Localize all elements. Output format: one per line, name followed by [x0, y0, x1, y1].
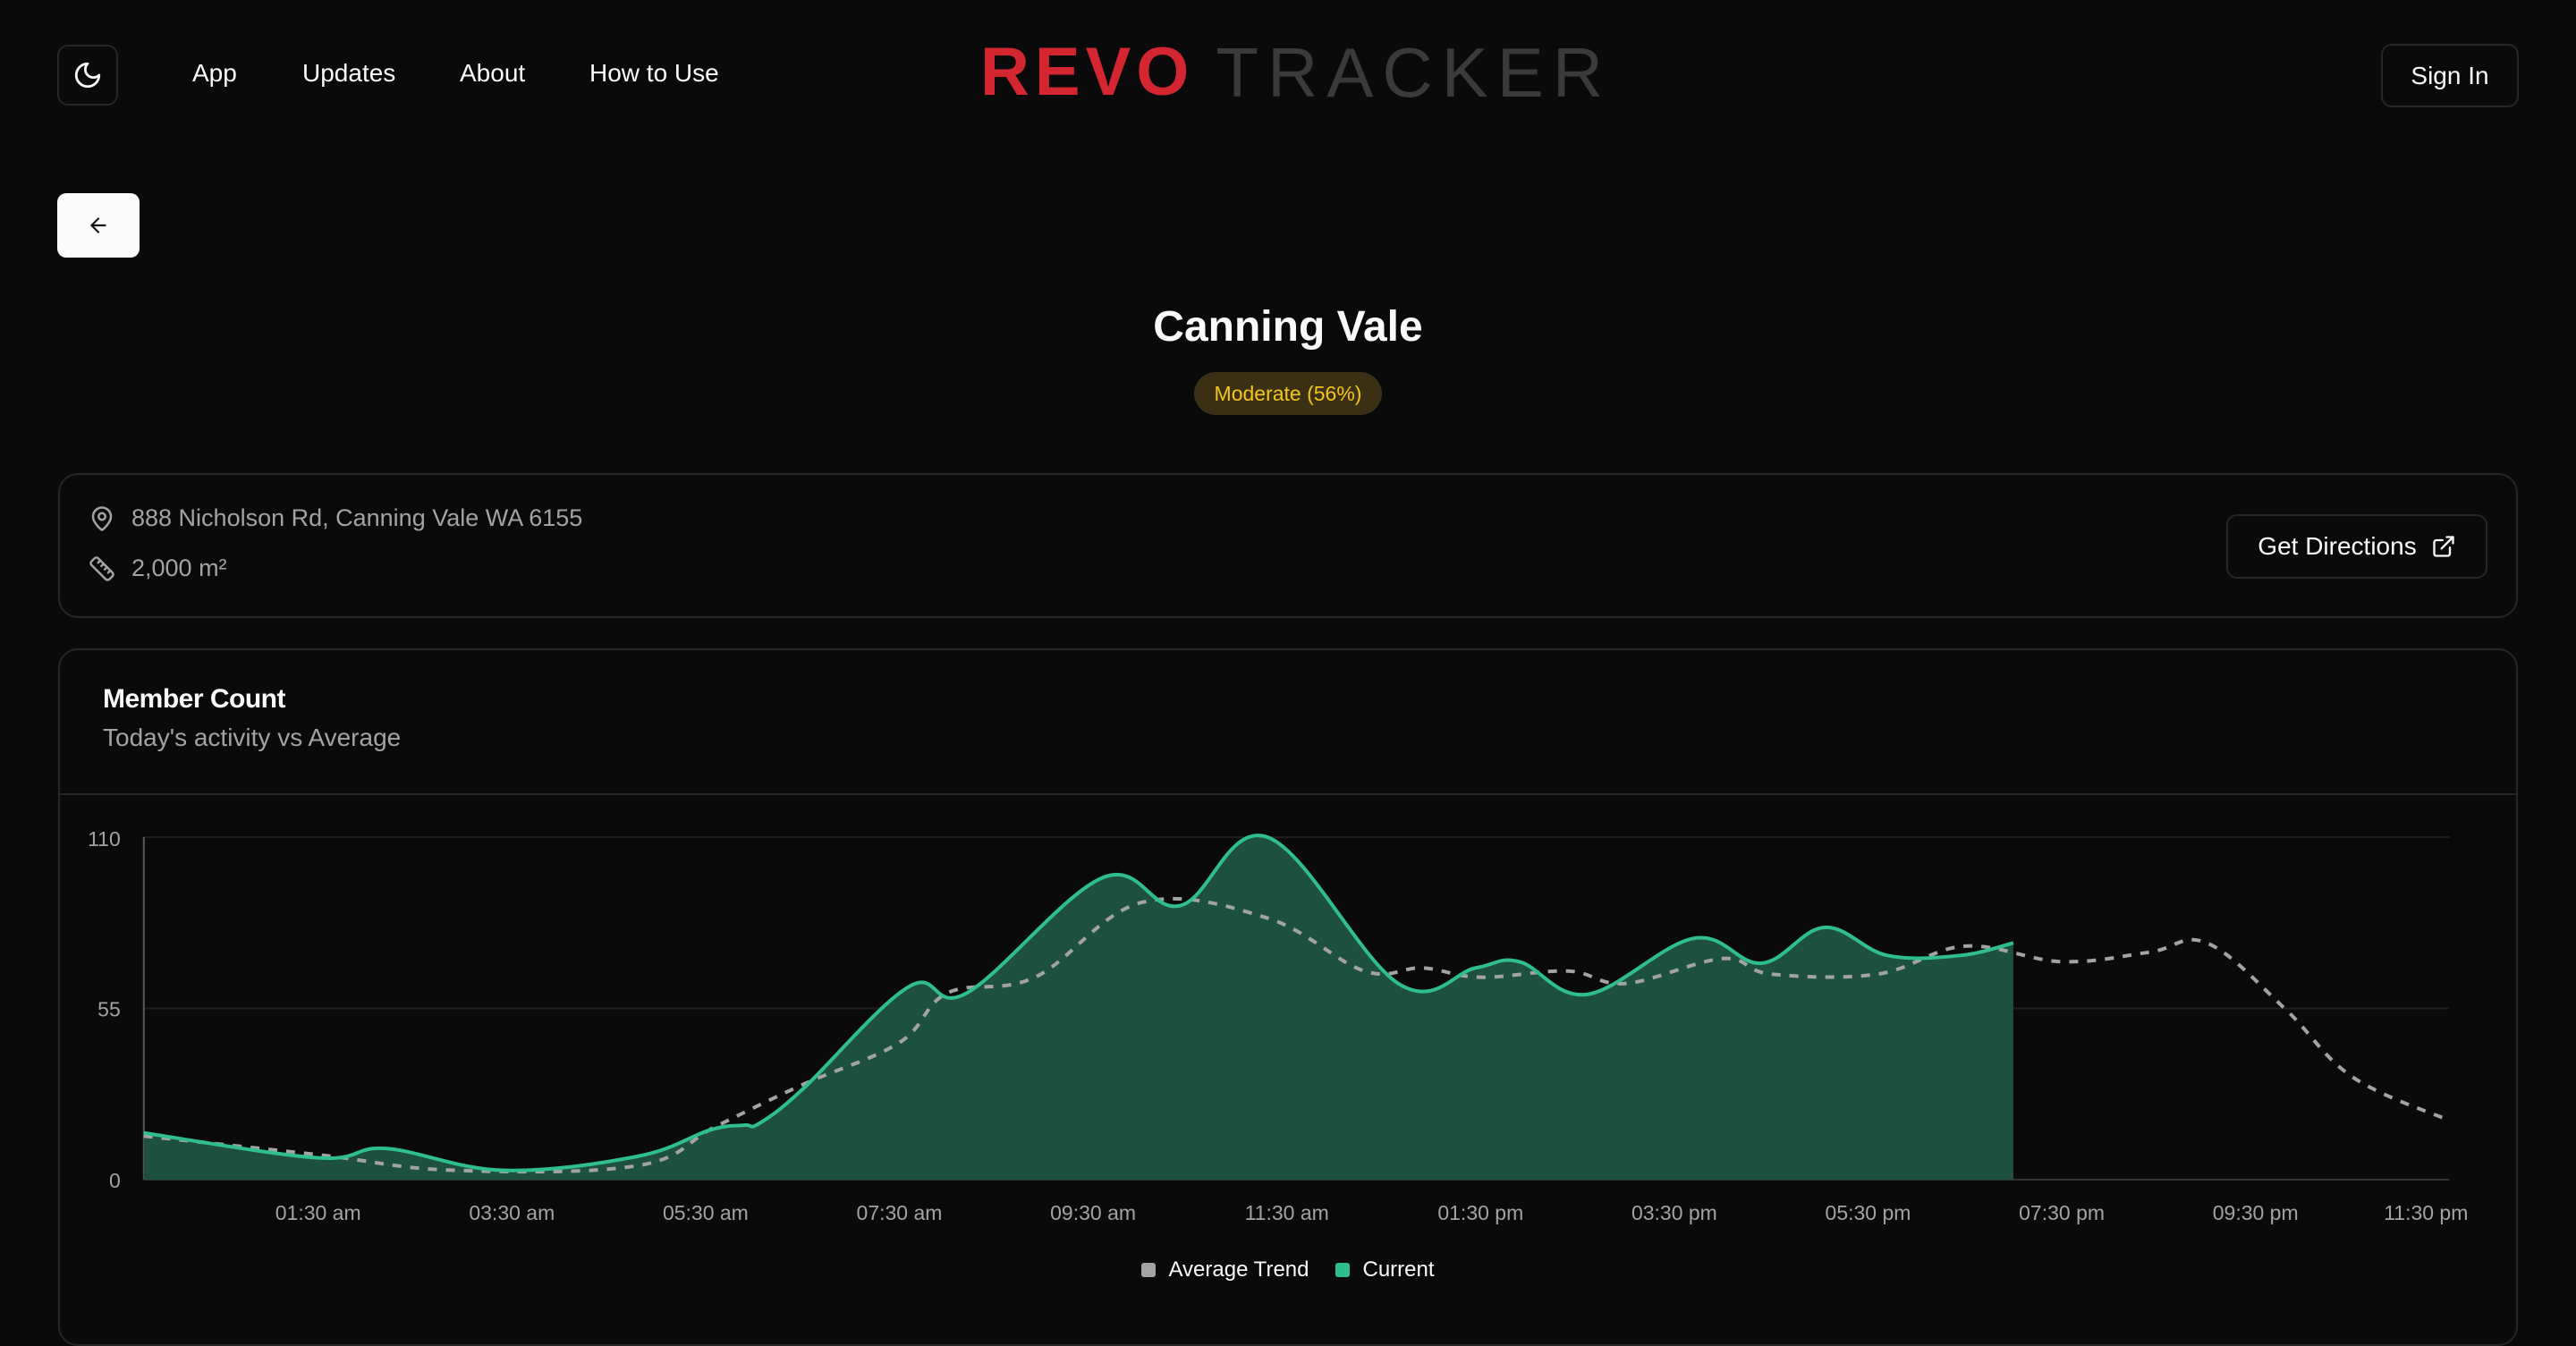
y-tick-label: 110 [88, 827, 121, 851]
legend-item-current[interactable]: Current [1335, 1257, 1435, 1283]
current-area-fill [143, 835, 2013, 1180]
gym-info-card: 888 Nicholson Rd, Canning Vale WA 6155 2… [58, 473, 2518, 618]
legend-swatch-average [1141, 1263, 1157, 1277]
x-tick-label: 03:30 am [469, 1201, 555, 1224]
external-link-icon [2431, 534, 2456, 559]
moon-icon [74, 62, 101, 89]
legend-label-average: Average Trend [1168, 1257, 1309, 1282]
gym-name-title: Canning Vale [1153, 303, 1423, 351]
average-trend-line [143, 896, 2451, 1174]
nav-link-updates[interactable]: Updates [302, 59, 396, 87]
x-tick-label: 01:30 am [275, 1201, 361, 1224]
address-text: 888 Nicholson Rd, Canning Vale WA 6155 [131, 504, 583, 531]
get-directions-label: Get Directions [2258, 532, 2417, 560]
nav-link-how-to-use[interactable]: How to Use [589, 59, 719, 87]
member-count-chart: 0 55 110 01:30 am 03:30 am 05:30 am 07:30 am 09… [88, 827, 2468, 1224]
nav-link-app[interactable]: App [192, 59, 237, 87]
size-row: 2,000 m² [89, 554, 227, 582]
status-badge-container: Moderate (56%) [0, 372, 2576, 415]
chart-card-header: Member Count Today's activity vs Average [60, 650, 2516, 795]
legend-label-current: Current [1362, 1257, 1435, 1282]
revo-tracker-logo[interactable]: REVO TRACKER [980, 33, 1613, 112]
y-tick-label: 55 [97, 998, 121, 1021]
logo-tracker-text: TRACKER [1216, 33, 1613, 112]
current-line [143, 834, 2014, 1172]
sign-in-button[interactable]: Sign In [2381, 44, 2519, 107]
status-badge: Moderate (56%) [1193, 372, 1383, 415]
nav-link-about[interactable]: About [460, 59, 526, 87]
x-tick-label: 07:30 pm [2019, 1201, 2105, 1224]
x-tick-label: 11:30 am [1245, 1201, 1329, 1224]
map-pin-icon [89, 505, 115, 532]
chart-legend: Average Trend Current [0, 1257, 2576, 1283]
x-tick-label: 05:30 am [663, 1201, 749, 1224]
theme-toggle-button[interactable] [57, 45, 118, 106]
ruler-icon [89, 555, 115, 582]
x-tick-label: 01:30 pm [1437, 1201, 1523, 1224]
arrow-left-icon [90, 217, 106, 233]
back-button[interactable] [57, 193, 140, 258]
chart-subtitle: Today's activity vs Average [103, 724, 402, 751]
logo-revo-text: REVO [980, 34, 1195, 110]
x-tick-label: 03:30 pm [1631, 1201, 1717, 1224]
x-tick-label: 05:30 pm [1826, 1201, 1911, 1224]
x-tick-label: 11:30 pm [2384, 1201, 2468, 1224]
y-tick-label: 0 [109, 1169, 121, 1192]
x-tick-label: 09:30 pm [2213, 1201, 2299, 1224]
size-text: 2,000 m² [131, 554, 227, 581]
top-navbar: App Updates About How to Use REVO TRACKE… [0, 0, 2576, 150]
x-tick-label: 07:30 am [857, 1201, 943, 1224]
x-tick-label: 09:30 am [1050, 1201, 1136, 1224]
legend-swatch-current [1335, 1263, 1351, 1277]
chart-title: Member Count [103, 684, 286, 714]
legend-item-average[interactable]: Average Trend [1141, 1257, 1309, 1283]
get-directions-button[interactable]: Get Directions [2226, 514, 2487, 579]
address-row: 888 Nicholson Rd, Canning Vale WA 6155 [89, 504, 582, 532]
